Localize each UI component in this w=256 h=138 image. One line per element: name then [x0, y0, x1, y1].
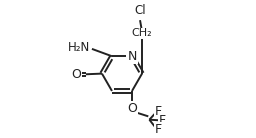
Text: CH₂: CH₂	[132, 28, 152, 38]
Text: Cl: Cl	[134, 4, 146, 17]
Text: O: O	[127, 102, 137, 115]
Text: F: F	[159, 114, 166, 127]
Text: F: F	[155, 123, 162, 136]
Text: H₂N: H₂N	[68, 41, 91, 54]
Text: O: O	[72, 68, 81, 81]
Text: N: N	[127, 50, 137, 63]
Text: F: F	[155, 104, 162, 118]
